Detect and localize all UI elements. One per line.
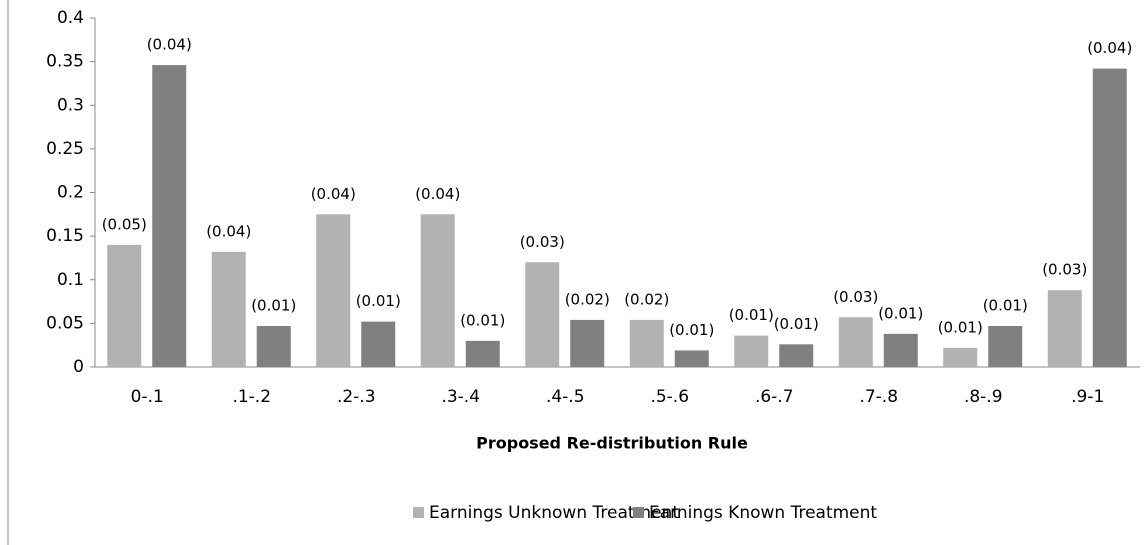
- error-label: (0.02): [624, 290, 669, 308]
- y-tick-label: 0.3: [57, 95, 84, 115]
- bar: [943, 347, 978, 367]
- y-tick-label: 0: [73, 357, 84, 377]
- bar: [1092, 68, 1127, 367]
- bar: [1047, 290, 1082, 367]
- legend-label: Earnings Known Treatment: [649, 503, 877, 523]
- bar: [838, 317, 873, 367]
- y-tick-label: 0.4: [57, 8, 84, 28]
- y-tick-label: 0.2: [57, 183, 84, 203]
- bar: [988, 325, 1023, 367]
- error-label: (0.01): [774, 315, 819, 333]
- x-tick-label: .1-.2: [232, 387, 271, 407]
- error-label: (0.04): [147, 36, 192, 54]
- error-label: (0.01): [356, 292, 401, 310]
- y-tick-label: 0.25: [46, 139, 84, 159]
- y-tick-label: 0.05: [46, 313, 84, 333]
- x-tick-label: .8-.9: [964, 387, 1003, 407]
- error-label: (0.02): [565, 290, 610, 308]
- error-label: (0.04): [415, 185, 460, 203]
- bar: [465, 340, 500, 367]
- error-label: (0.01): [729, 306, 774, 324]
- x-tick-label: .3-.4: [441, 387, 480, 407]
- error-label: (0.03): [833, 288, 878, 306]
- bar: [152, 65, 187, 368]
- x-tick-label: .5-.6: [650, 387, 689, 407]
- error-label: (0.01): [938, 318, 983, 336]
- x-tick-label: .7-.8: [859, 387, 898, 407]
- x-tick-label: .6-.7: [755, 387, 794, 407]
- bar: [420, 214, 455, 367]
- bar: [674, 350, 709, 367]
- legend-swatch: [413, 507, 424, 518]
- bar: [779, 344, 814, 367]
- bar: [629, 319, 664, 367]
- bar: [525, 262, 560, 367]
- bar: [570, 319, 605, 367]
- error-label: (0.01): [983, 296, 1028, 314]
- y-tick-label: 0.35: [46, 52, 84, 72]
- error-label: (0.04): [206, 222, 251, 240]
- y-tick-label: 0.15: [46, 226, 84, 246]
- error-label: (0.03): [1042, 261, 1087, 279]
- error-label: (0.04): [1087, 39, 1132, 57]
- error-label: (0.01): [669, 321, 714, 339]
- bar: [734, 335, 769, 367]
- error-label: (0.01): [251, 296, 296, 314]
- error-label: (0.05): [102, 215, 147, 233]
- y-tick-label: 0.1: [57, 270, 84, 290]
- x-tick-label: .4-.5: [546, 387, 585, 407]
- x-tick-label: .2-.3: [337, 387, 376, 407]
- bar: [211, 251, 246, 367]
- bar: [316, 214, 351, 367]
- legend-label: Earnings Unknown Treatment: [429, 503, 679, 523]
- x-tick-label: 0-.1: [131, 387, 164, 407]
- error-label: (0.01): [460, 311, 505, 329]
- x-tick-label: .9-1: [1071, 387, 1104, 407]
- error-label: (0.04): [311, 185, 356, 203]
- bar: [361, 321, 396, 367]
- error-label: (0.01): [878, 304, 923, 322]
- bar: [256, 325, 291, 367]
- legend-swatch: [633, 507, 644, 518]
- bar: [883, 333, 918, 367]
- error-label: (0.03): [520, 233, 565, 251]
- bar: [107, 244, 142, 367]
- x-axis-title: Proposed Re-distribution Rule: [476, 434, 748, 453]
